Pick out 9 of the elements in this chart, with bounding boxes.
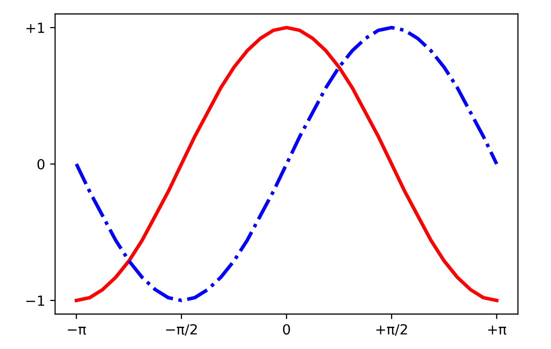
y-tick-label: +1 — [26, 22, 44, 33]
x-tick-label: +π — [488, 326, 506, 335]
x-tick-label: −π — [68, 326, 86, 335]
x-tick-label: +π/2 — [376, 324, 407, 336]
x-tick-label: −π/2 — [166, 324, 197, 336]
y-tick-label: −1 — [26, 296, 44, 306]
x-tick-label: 0 — [283, 324, 290, 335]
y-tick-label: 0 — [37, 159, 44, 170]
line-series — [74, 26, 498, 302]
